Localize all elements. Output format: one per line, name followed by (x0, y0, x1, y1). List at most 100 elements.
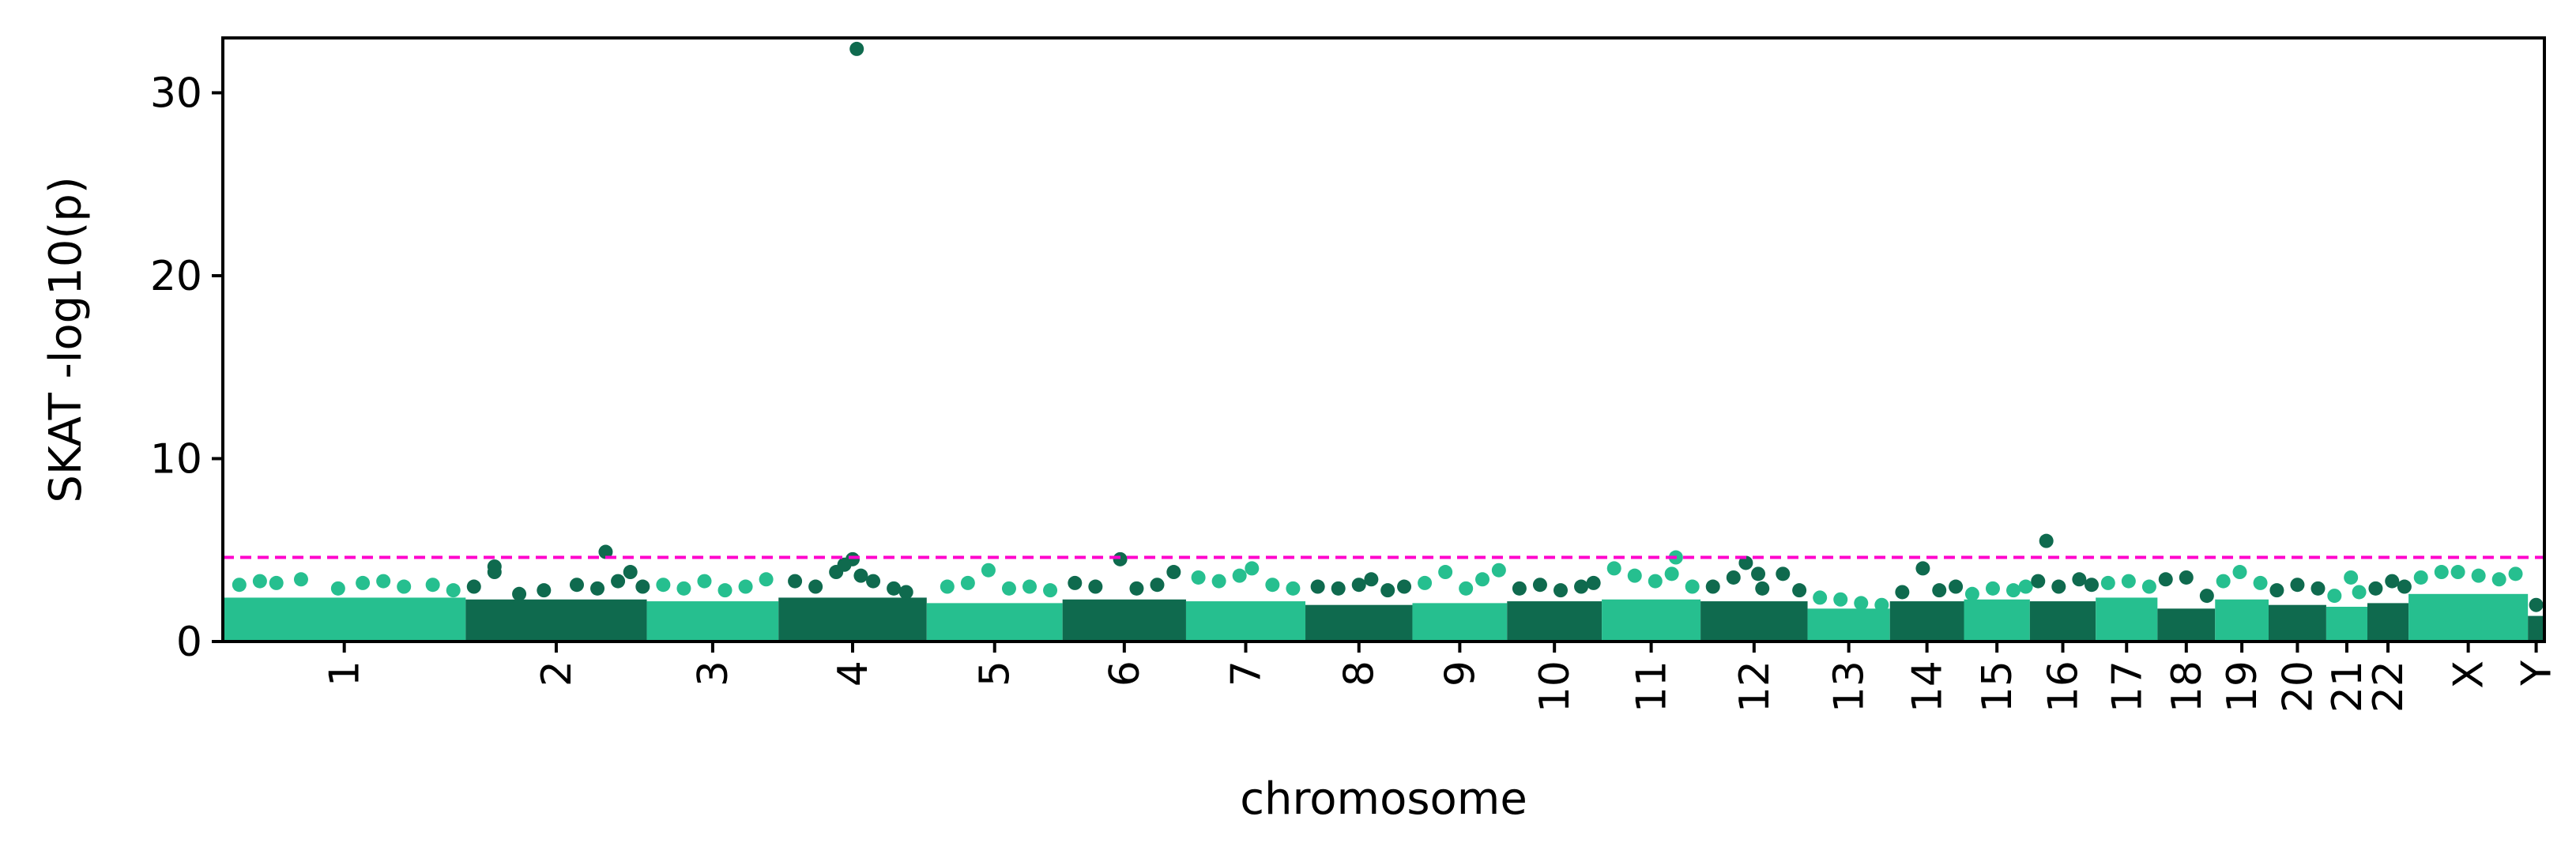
data-point (1310, 579, 1325, 594)
baseline-band-chr14 (1889, 601, 1964, 642)
data-point (1532, 578, 1547, 593)
data-point (2006, 583, 2021, 598)
data-point (293, 572, 308, 587)
data-point (1755, 581, 1770, 596)
data-point (2141, 579, 2156, 594)
data-point (446, 583, 461, 598)
data-point (1245, 561, 1260, 576)
data-point (1286, 581, 1301, 596)
data-point (1475, 572, 1490, 587)
baseline-band-chrY (2528, 615, 2544, 642)
data-point (2072, 572, 2087, 587)
data-point (466, 579, 481, 594)
x-tick-label-chr22: 22 (2365, 660, 2412, 713)
baseline-band-chr8 (1305, 604, 1413, 642)
baseline-band-chr13 (1807, 608, 1890, 642)
data-point (1088, 579, 1103, 594)
data-point (2199, 589, 2214, 604)
data-point (960, 575, 975, 590)
x-tick-label-chr8: 8 (1336, 660, 1384, 687)
x-tick-label-chrY: Y (2514, 660, 2561, 687)
data-point (940, 579, 955, 594)
baseline-band-chr15 (1964, 599, 2030, 642)
x-axis-label: chromosome (1240, 773, 1527, 825)
data-point (1438, 565, 1453, 580)
data-point (1191, 570, 1206, 585)
data-point (2018, 579, 2033, 594)
x-tick-label-chr21: 21 (2324, 660, 2371, 713)
data-point (759, 572, 774, 587)
y-axis-label: SKAT -log10(p) (40, 176, 92, 502)
data-point (2434, 565, 2449, 580)
data-point (1726, 570, 1741, 585)
y-tick-label: 20 (150, 253, 202, 300)
x-tick-label-chrX: X (2446, 660, 2493, 689)
baseline-band-chr9 (1412, 603, 1508, 642)
data-point (2290, 578, 2305, 593)
baseline-band-chr16 (2029, 601, 2096, 642)
data-point (887, 581, 902, 596)
data-point (2031, 574, 2046, 589)
data-point (1512, 581, 1527, 596)
data-point (1211, 574, 1226, 589)
data-point (2327, 589, 2342, 604)
x-tick-label-chr6: 6 (1102, 660, 1149, 687)
data-point (598, 544, 613, 559)
data-point (2179, 570, 2194, 585)
data-point (1915, 561, 1930, 576)
data-point (1232, 568, 1247, 583)
data-point (1705, 579, 1720, 594)
data-point (2450, 565, 2465, 580)
x-tick-label-chr19: 19 (2219, 660, 2266, 713)
data-point (1265, 578, 1280, 593)
data-point (2385, 574, 2400, 589)
data-point (1113, 551, 1128, 566)
data-point (1351, 578, 1366, 593)
x-tick-label-chr11: 11 (1629, 660, 1676, 713)
data-point (738, 579, 753, 594)
data-point (898, 585, 913, 600)
baseline-band-chr4 (778, 597, 927, 642)
baseline-band-chr19 (2215, 599, 2269, 642)
data-point (2039, 533, 2054, 548)
x-tick-label-chr17: 17 (2103, 660, 2151, 713)
data-point (853, 568, 868, 583)
data-point (537, 583, 552, 598)
baseline-band-chr12 (1700, 601, 1808, 642)
data-point (397, 579, 412, 594)
data-point (2051, 579, 2066, 594)
x-tick-label-chr1: 1 (322, 660, 369, 687)
axes (221, 36, 2546, 643)
data-point (1833, 592, 1848, 607)
data-point (2352, 585, 2367, 600)
plot-frame (221, 36, 2546, 643)
data-point (1949, 579, 1964, 594)
data-point (569, 578, 584, 593)
baseline-band-chr17 (2096, 597, 2158, 642)
baseline-band-chr10 (1507, 601, 1602, 642)
data-point (590, 581, 605, 596)
y-tick-label: 10 (150, 435, 202, 483)
x-tick-label-chr14: 14 (1904, 660, 1952, 713)
y-tick-label: 30 (150, 70, 202, 117)
data-point (512, 586, 527, 601)
data-point (2508, 566, 2523, 581)
data-point (356, 575, 371, 590)
data-point (2158, 572, 2173, 587)
data-point (635, 579, 650, 594)
data-point (1932, 583, 1947, 598)
x-tick-label-chr2: 2 (533, 660, 581, 687)
x-tick-label-chr7: 7 (1222, 660, 1270, 687)
data-point (2269, 583, 2284, 598)
data-point (1331, 581, 1346, 596)
x-tick-label-chr20: 20 (2274, 660, 2322, 713)
baseline-band-chr6 (1062, 599, 1186, 642)
data-point (1985, 581, 2000, 596)
x-tick-label-chr12: 12 (1731, 660, 1779, 713)
data-point (717, 583, 733, 598)
baseline-band-chr20 (2268, 604, 2326, 642)
x-tick-label-chr16: 16 (2040, 660, 2088, 713)
data-point (1854, 596, 1869, 611)
data-point (1776, 566, 1791, 581)
data-point (1043, 583, 1058, 598)
